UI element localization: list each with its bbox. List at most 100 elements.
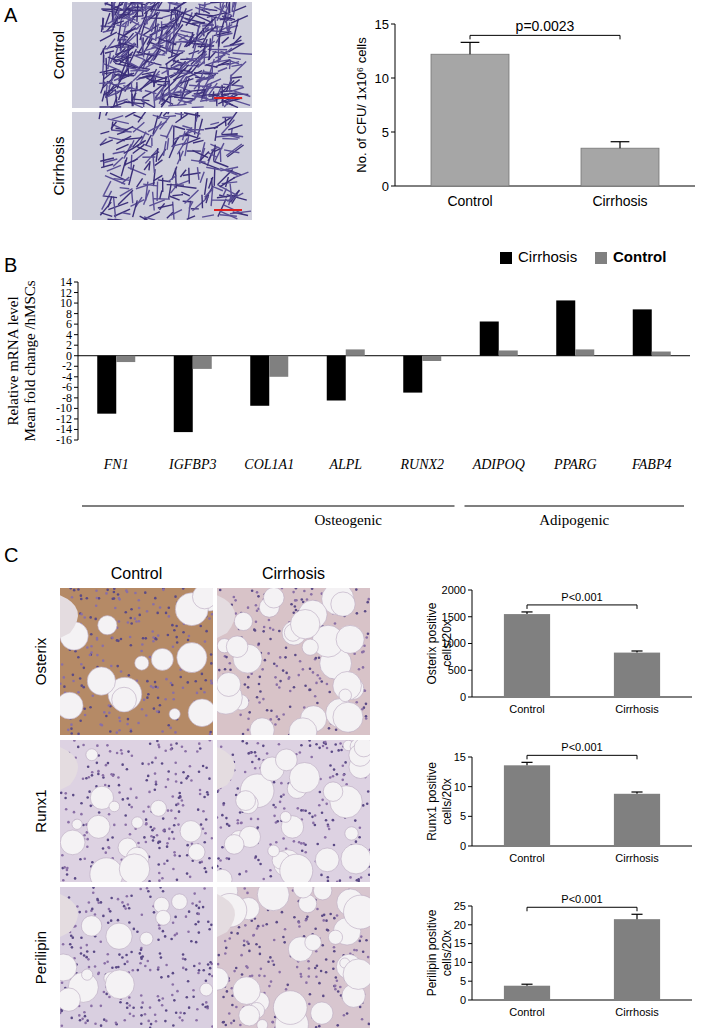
texture: [267, 652, 270, 655]
texture: [325, 819, 328, 822]
texture: [60, 595, 78, 638]
texture: [202, 79, 221, 88]
texture: [222, 182, 238, 184]
scale-bar: [214, 209, 242, 211]
texture: [162, 817, 165, 820]
texture: [199, 789, 202, 792]
texture: [128, 9, 141, 11]
texture: [217, 865, 219, 868]
texture: [77, 691, 80, 694]
texture: [72, 680, 75, 683]
row-label: Cirrhosis: [50, 136, 67, 195]
texture: [111, 637, 114, 640]
texture: [114, 179, 131, 181]
texture: [248, 711, 251, 714]
texture: [123, 9, 141, 19]
texture: [98, 616, 117, 635]
texture: [228, 858, 231, 861]
texture: [103, 73, 111, 80]
row-label: Control: [50, 31, 67, 79]
texture: [284, 656, 287, 659]
texture: [142, 810, 145, 813]
texture: [294, 605, 297, 608]
texture: [247, 686, 250, 689]
texture: [113, 151, 125, 153]
texture: [278, 743, 281, 746]
texture: [164, 87, 177, 95]
texture: [220, 826, 223, 829]
texture: [65, 808, 68, 811]
texture: [67, 729, 70, 732]
texture: [188, 844, 205, 861]
texture: [192, 197, 208, 211]
texture: [154, 757, 157, 760]
texture: [91, 861, 94, 864]
texture: [273, 815, 276, 818]
texture: [145, 818, 148, 821]
texture: [118, 716, 121, 719]
texture: [280, 854, 313, 882]
texture: [149, 9, 170, 12]
texture: [118, 620, 121, 623]
texture: [360, 876, 363, 879]
texture: [135, 796, 138, 799]
texture: [102, 10, 117, 12]
texture: [175, 625, 178, 628]
texture: [80, 952, 83, 955]
texture: [107, 85, 115, 96]
texture: [115, 966, 118, 969]
texture: [245, 870, 248, 873]
texture: [212, 52, 225, 54]
texture: [80, 594, 83, 597]
texture: [101, 46, 106, 55]
texture: [96, 762, 99, 765]
texture: [206, 65, 218, 67]
texture: [143, 836, 146, 839]
texture: [158, 927, 161, 930]
texture: [365, 717, 368, 720]
texture: [308, 812, 311, 815]
texture: [116, 144, 128, 150]
texture: [63, 685, 66, 688]
texture: [153, 707, 156, 710]
texture: [172, 195, 183, 196]
texture: [151, 648, 173, 670]
texture: [100, 213, 112, 217]
texture: [184, 750, 187, 753]
texture: [169, 727, 172, 730]
texture: [163, 828, 166, 831]
texture: [198, 742, 201, 745]
texture: [217, 857, 220, 860]
texture: [198, 931, 201, 934]
texture: [190, 940, 193, 943]
texture: [270, 709, 273, 712]
texture: [103, 196, 117, 198]
texture: [365, 636, 368, 639]
texture: [141, 708, 144, 711]
texture: [180, 821, 201, 842]
texture: [144, 212, 160, 220]
texture: [106, 589, 109, 592]
texture: [334, 743, 337, 746]
texture: [244, 683, 247, 686]
texture: [318, 656, 321, 659]
texture: [151, 630, 154, 633]
texture: [257, 818, 260, 821]
texture: [187, 930, 190, 933]
texture: [77, 733, 80, 735]
texture: [247, 729, 250, 732]
texture: [167, 809, 170, 812]
texture: [154, 772, 157, 775]
texture: [329, 764, 332, 767]
texture: [211, 837, 213, 840]
texture: [130, 608, 133, 611]
texture: [149, 161, 150, 170]
texture: [60, 747, 78, 790]
texture: [115, 731, 118, 734]
texture: [236, 787, 239, 790]
texture: [216, 135, 238, 137]
texture: [289, 718, 317, 735]
texture: [283, 807, 286, 810]
texture: [297, 674, 300, 677]
texture: [254, 629, 257, 632]
